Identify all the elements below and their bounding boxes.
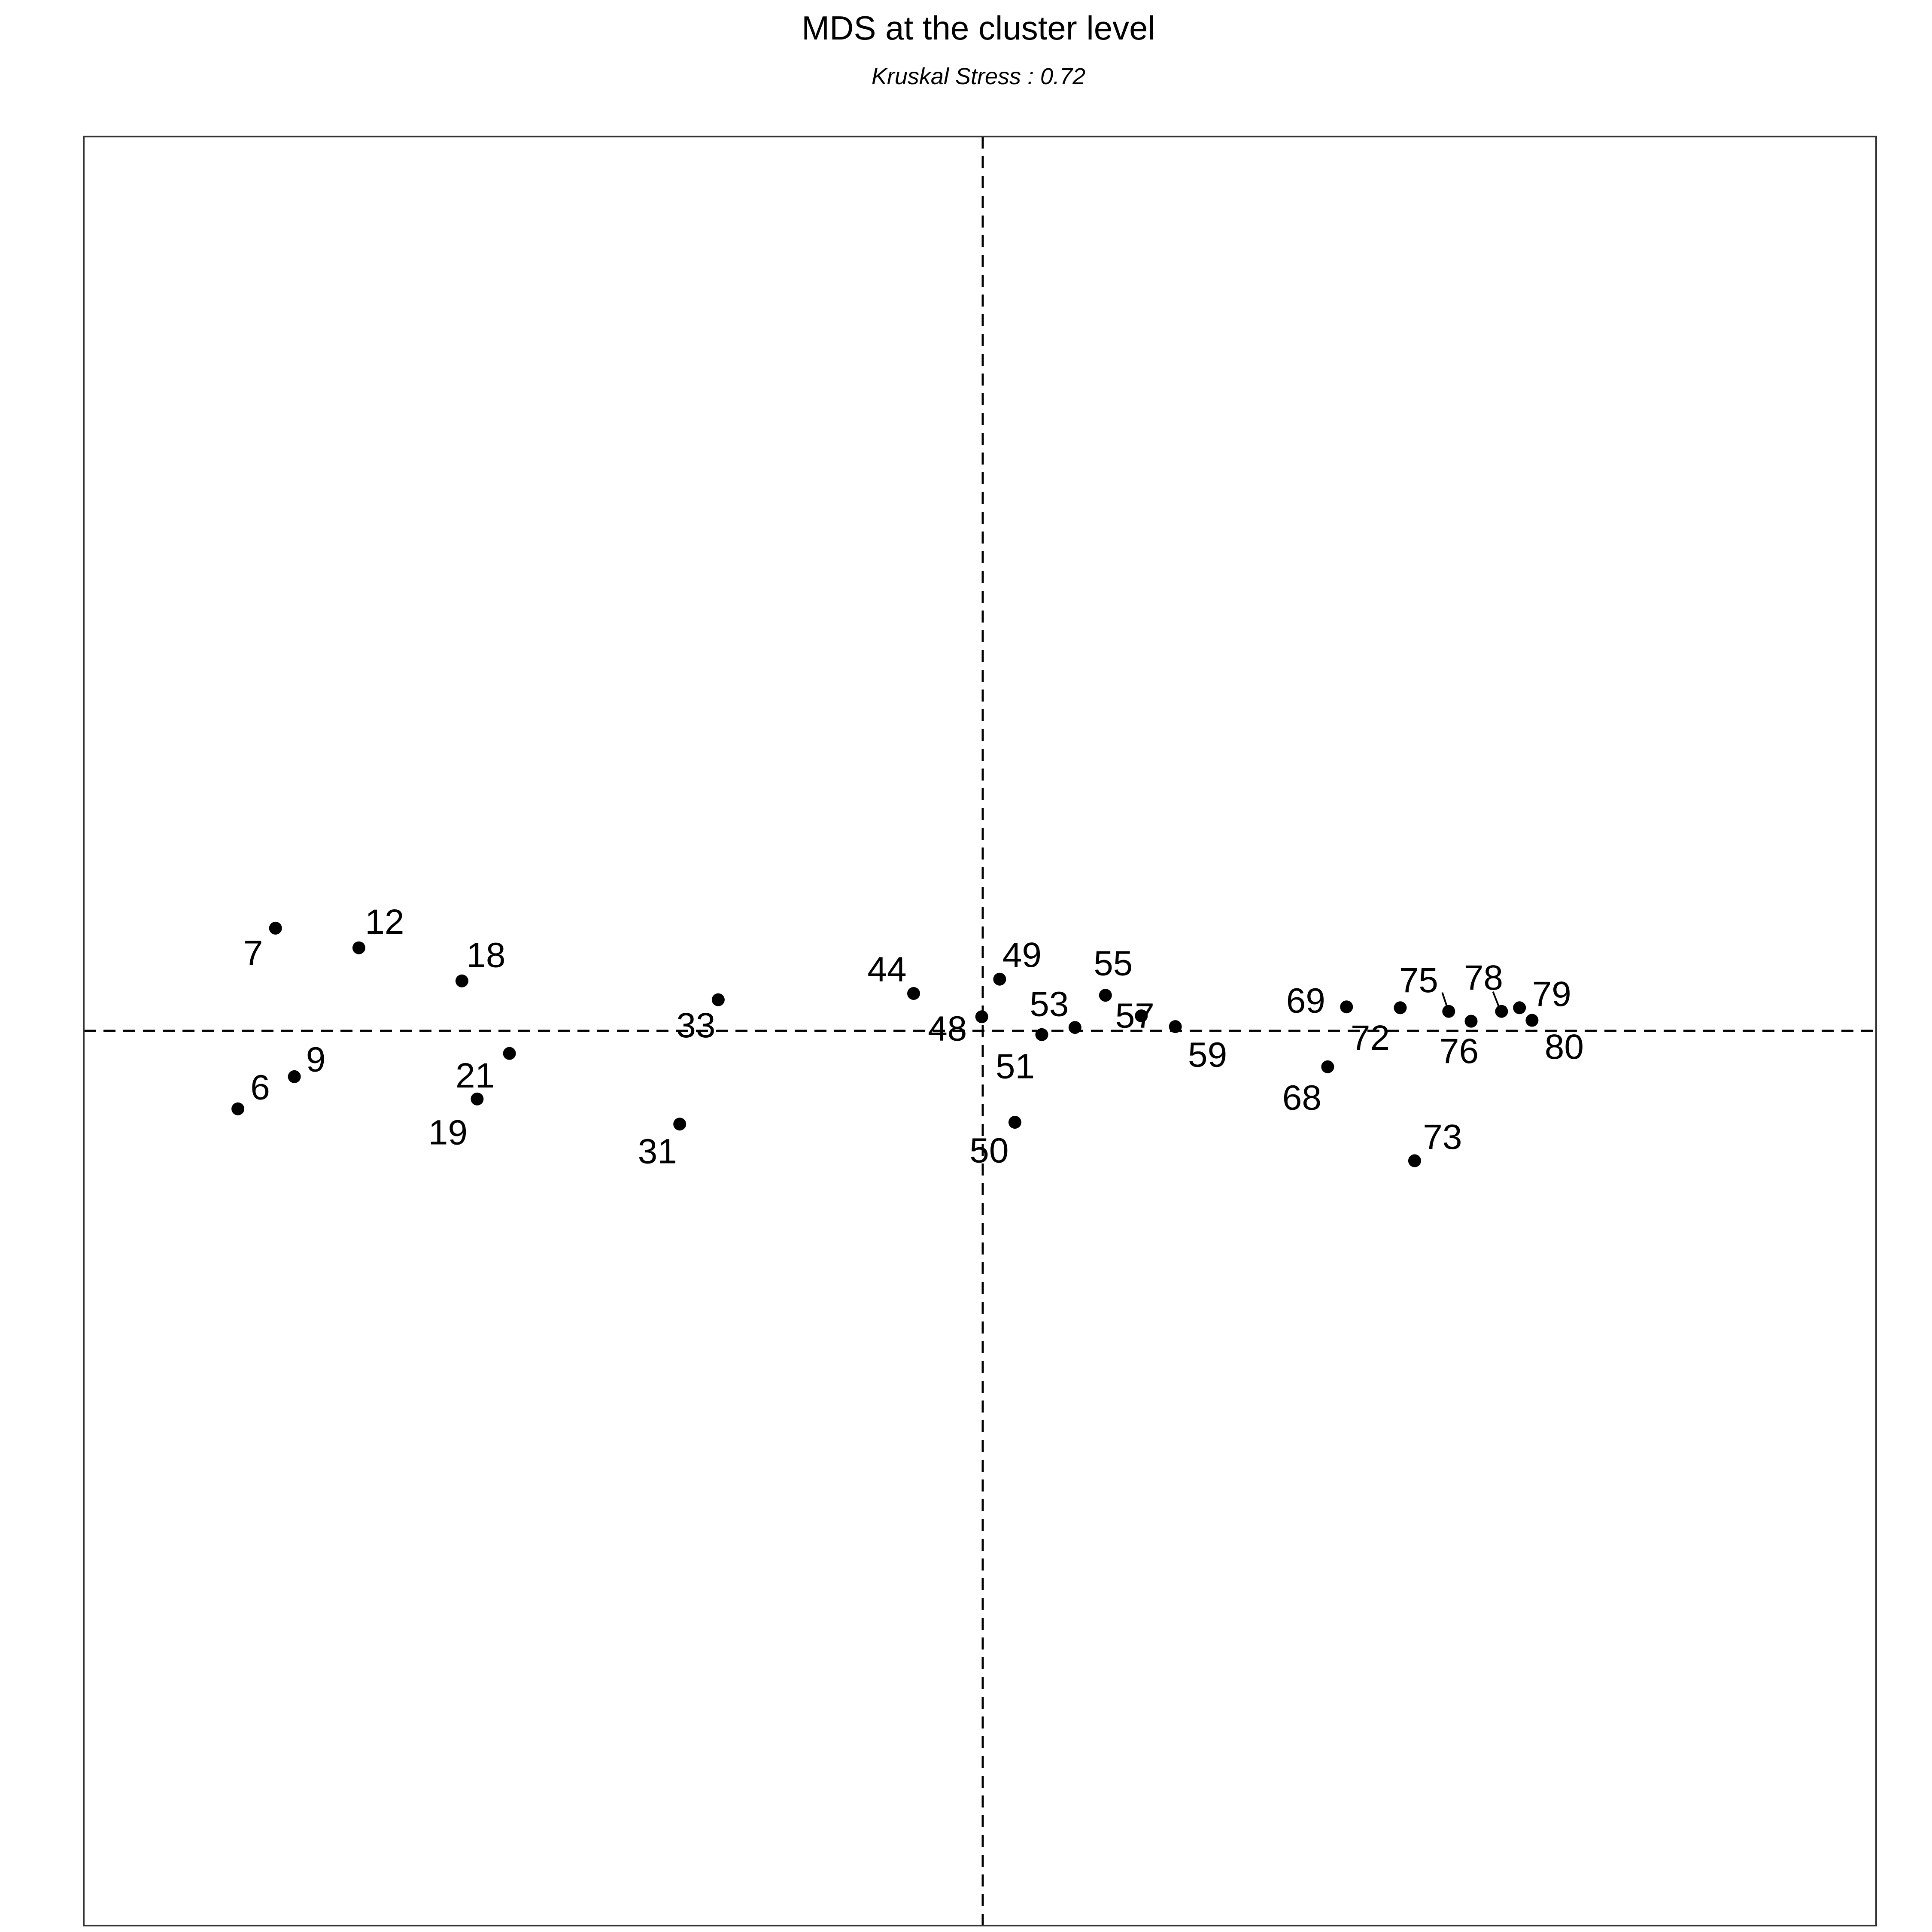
point-label-78: 78 <box>1464 958 1503 997</box>
point-label-69: 69 <box>1286 981 1325 1021</box>
data-point-53 <box>1068 1021 1081 1034</box>
point-label-18: 18 <box>466 936 505 975</box>
data-point-31 <box>673 1118 687 1131</box>
data-point-33 <box>711 993 725 1006</box>
point-label-44: 44 <box>867 950 906 989</box>
point-label-50: 50 <box>969 1131 1009 1170</box>
data-point-12 <box>352 941 365 954</box>
data-point-75 <box>1442 1005 1455 1018</box>
data-point-73 <box>1408 1154 1421 1167</box>
point-label-73: 73 <box>1423 1118 1462 1157</box>
data-point-7 <box>269 921 282 935</box>
point-label-48: 48 <box>928 1009 967 1048</box>
point-label-19: 19 <box>428 1113 468 1152</box>
data-point-78 <box>1495 1005 1508 1018</box>
point-label-21: 21 <box>456 1056 495 1095</box>
data-point-69 <box>1340 1000 1353 1014</box>
data-point-50 <box>1008 1116 1021 1129</box>
point-label-80: 80 <box>1545 1027 1584 1066</box>
data-point-59 <box>1169 1020 1182 1033</box>
point-label-12: 12 <box>365 902 404 942</box>
point-label-72: 72 <box>1351 1018 1390 1057</box>
point-label-9: 9 <box>306 1040 326 1079</box>
point-label-68: 68 <box>1282 1078 1321 1117</box>
point-label-57: 57 <box>1115 996 1154 1036</box>
point-label-51: 51 <box>996 1047 1035 1086</box>
data-point-19 <box>471 1092 484 1106</box>
data-point-57 <box>1135 1009 1148 1023</box>
data-point-21 <box>503 1047 516 1060</box>
point-label-49: 49 <box>1002 936 1042 975</box>
data-point-49 <box>993 972 1006 986</box>
data-point-48 <box>975 1010 988 1024</box>
point-label-79: 79 <box>1532 975 1571 1014</box>
data-point-9 <box>288 1070 301 1083</box>
data-point-80 <box>1525 1014 1539 1027</box>
data-point-76 <box>1464 1015 1478 1028</box>
point-label-33: 33 <box>676 1006 715 1045</box>
data-point-72 <box>1394 1001 1407 1015</box>
point-label-59: 59 <box>1188 1036 1227 1075</box>
data-point-44 <box>907 987 920 1000</box>
chart-subtitle: Kruskal Stress : 0.72 <box>872 64 1085 89</box>
plot-frame <box>83 136 1877 1926</box>
data-point-51 <box>1035 1028 1048 1041</box>
point-label-6: 6 <box>250 1068 270 1107</box>
chart-title: MDS at the cluster level <box>802 9 1155 47</box>
point-label-7: 7 <box>243 933 263 972</box>
data-points <box>231 921 1539 1167</box>
point-label-55: 55 <box>1094 944 1133 983</box>
point-label-31: 31 <box>638 1132 677 1171</box>
data-point-79 <box>1513 1001 1526 1015</box>
data-point-55 <box>1099 989 1112 1002</box>
point-label-53: 53 <box>1030 985 1069 1024</box>
data-point-68 <box>1321 1060 1334 1073</box>
data-point-18 <box>455 974 468 987</box>
point-label-76: 76 <box>1440 1032 1479 1071</box>
data-point-6 <box>231 1102 245 1115</box>
point-label-75: 75 <box>1399 961 1438 1000</box>
point-labels: 6791218192131334448495051535557596869727… <box>243 902 1584 1171</box>
